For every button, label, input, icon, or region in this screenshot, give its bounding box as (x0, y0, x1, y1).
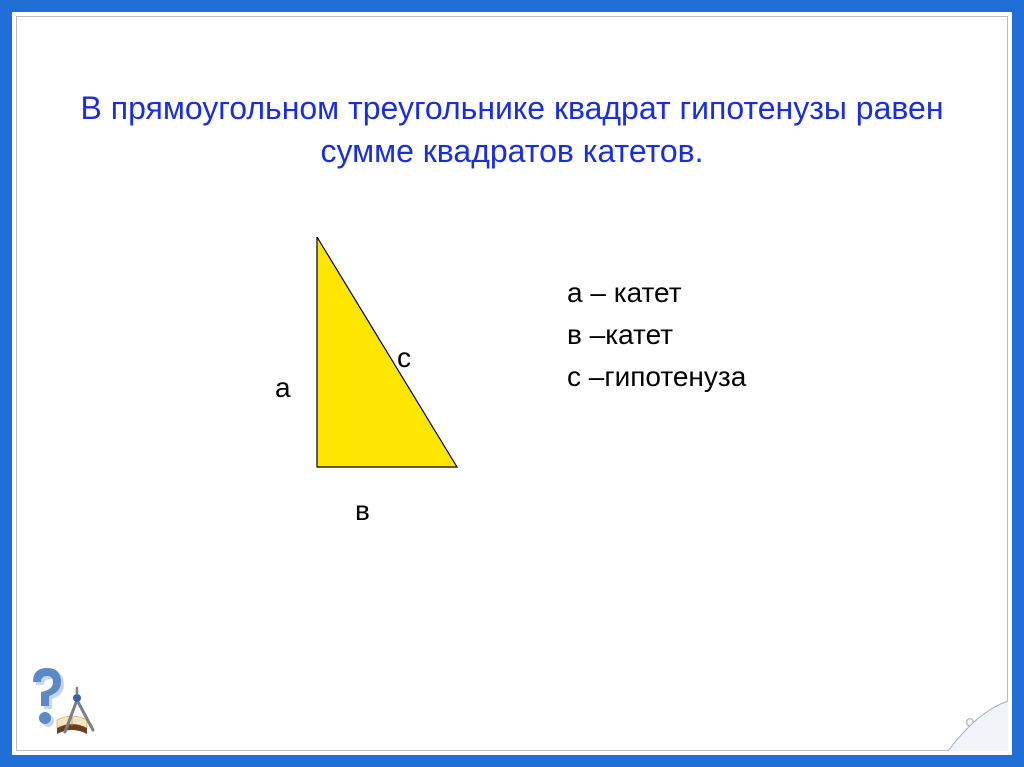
triangle-diagram: а в с (257, 237, 517, 537)
triangle-label-a: а (275, 372, 291, 404)
legend-desc-c: гипотенуза (604, 361, 746, 392)
right-triangle-shape (317, 237, 457, 467)
slide-frame: В прямоугольном треугольнике квадрат гип… (0, 0, 1024, 767)
slide-title: В прямоугольном треугольнике квадрат гип… (17, 87, 1007, 173)
legend-desc-a: катет (614, 277, 682, 308)
triangle-label-b: в (355, 495, 370, 527)
legend-dash-c: – (581, 361, 604, 392)
page-turn-icon (948, 701, 1008, 751)
question-mark-icon (33, 668, 64, 727)
legend-row-b: в –катет (567, 314, 746, 356)
legend-row-c: с –гипотенуза (567, 356, 746, 398)
legend-dash-a: – (583, 277, 614, 308)
legend-var-b: в (567, 319, 582, 350)
legend-var-a: а (567, 277, 583, 308)
legend-row-a: а – катет (567, 272, 746, 314)
slide-inner: В прямоугольном треугольнике квадрат гип… (16, 16, 1008, 751)
legend-desc-b: катет (605, 319, 673, 350)
legend-dash-b: – (582, 319, 605, 350)
legend: а – катет в –катет с –гипотенуза (567, 272, 746, 398)
legend-var-c: с (567, 361, 581, 392)
triangle-svg (257, 237, 517, 537)
corner-decoration-icon (27, 660, 117, 740)
triangle-label-c: с (397, 342, 411, 374)
